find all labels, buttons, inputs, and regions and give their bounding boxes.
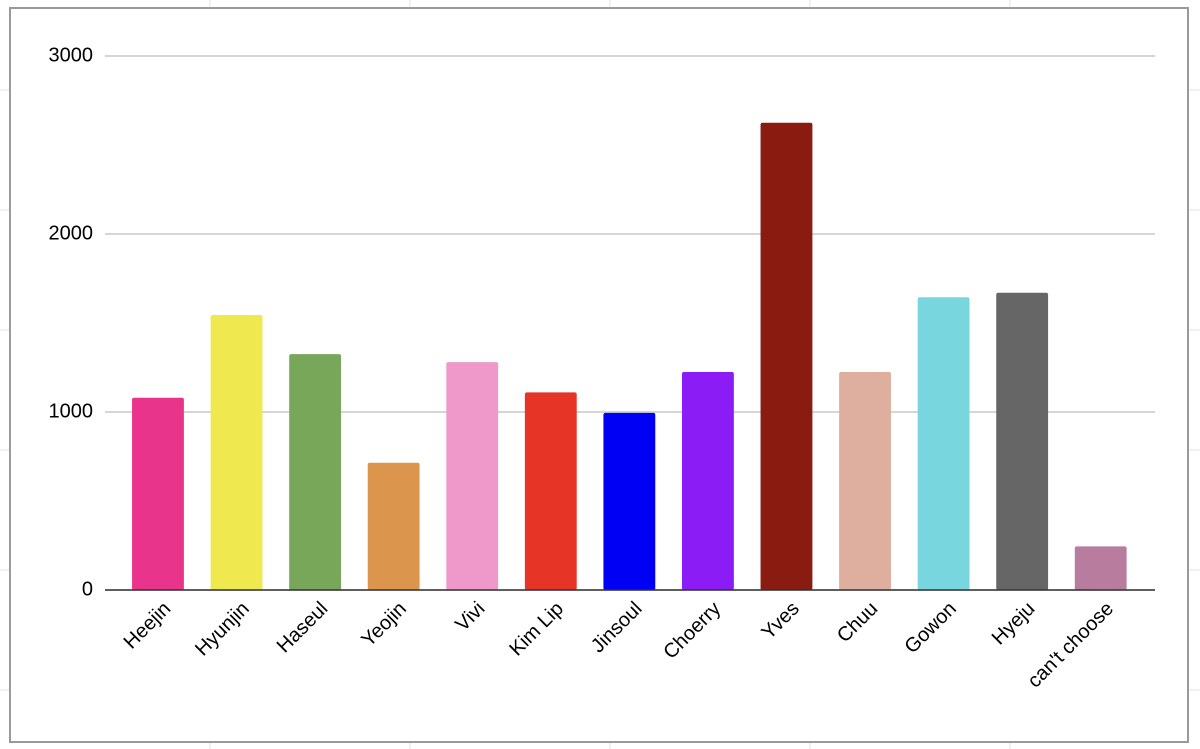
bar [210,314,263,590]
bar [367,462,420,590]
y-tick-label: 1000 [49,400,94,422]
chart-frame [9,7,1189,743]
bar [760,122,813,590]
y-tick-label: 3000 [49,44,94,66]
y-tick-label: 0 [82,578,93,600]
bar [681,371,734,590]
bar [289,354,342,590]
bar [917,297,970,590]
bar [1074,546,1127,590]
bar [996,292,1049,590]
bar [132,397,184,590]
bar [446,362,499,590]
bar [839,371,891,590]
bar [603,412,656,590]
y-tick-label: 2000 [49,222,94,244]
bar [524,392,577,590]
